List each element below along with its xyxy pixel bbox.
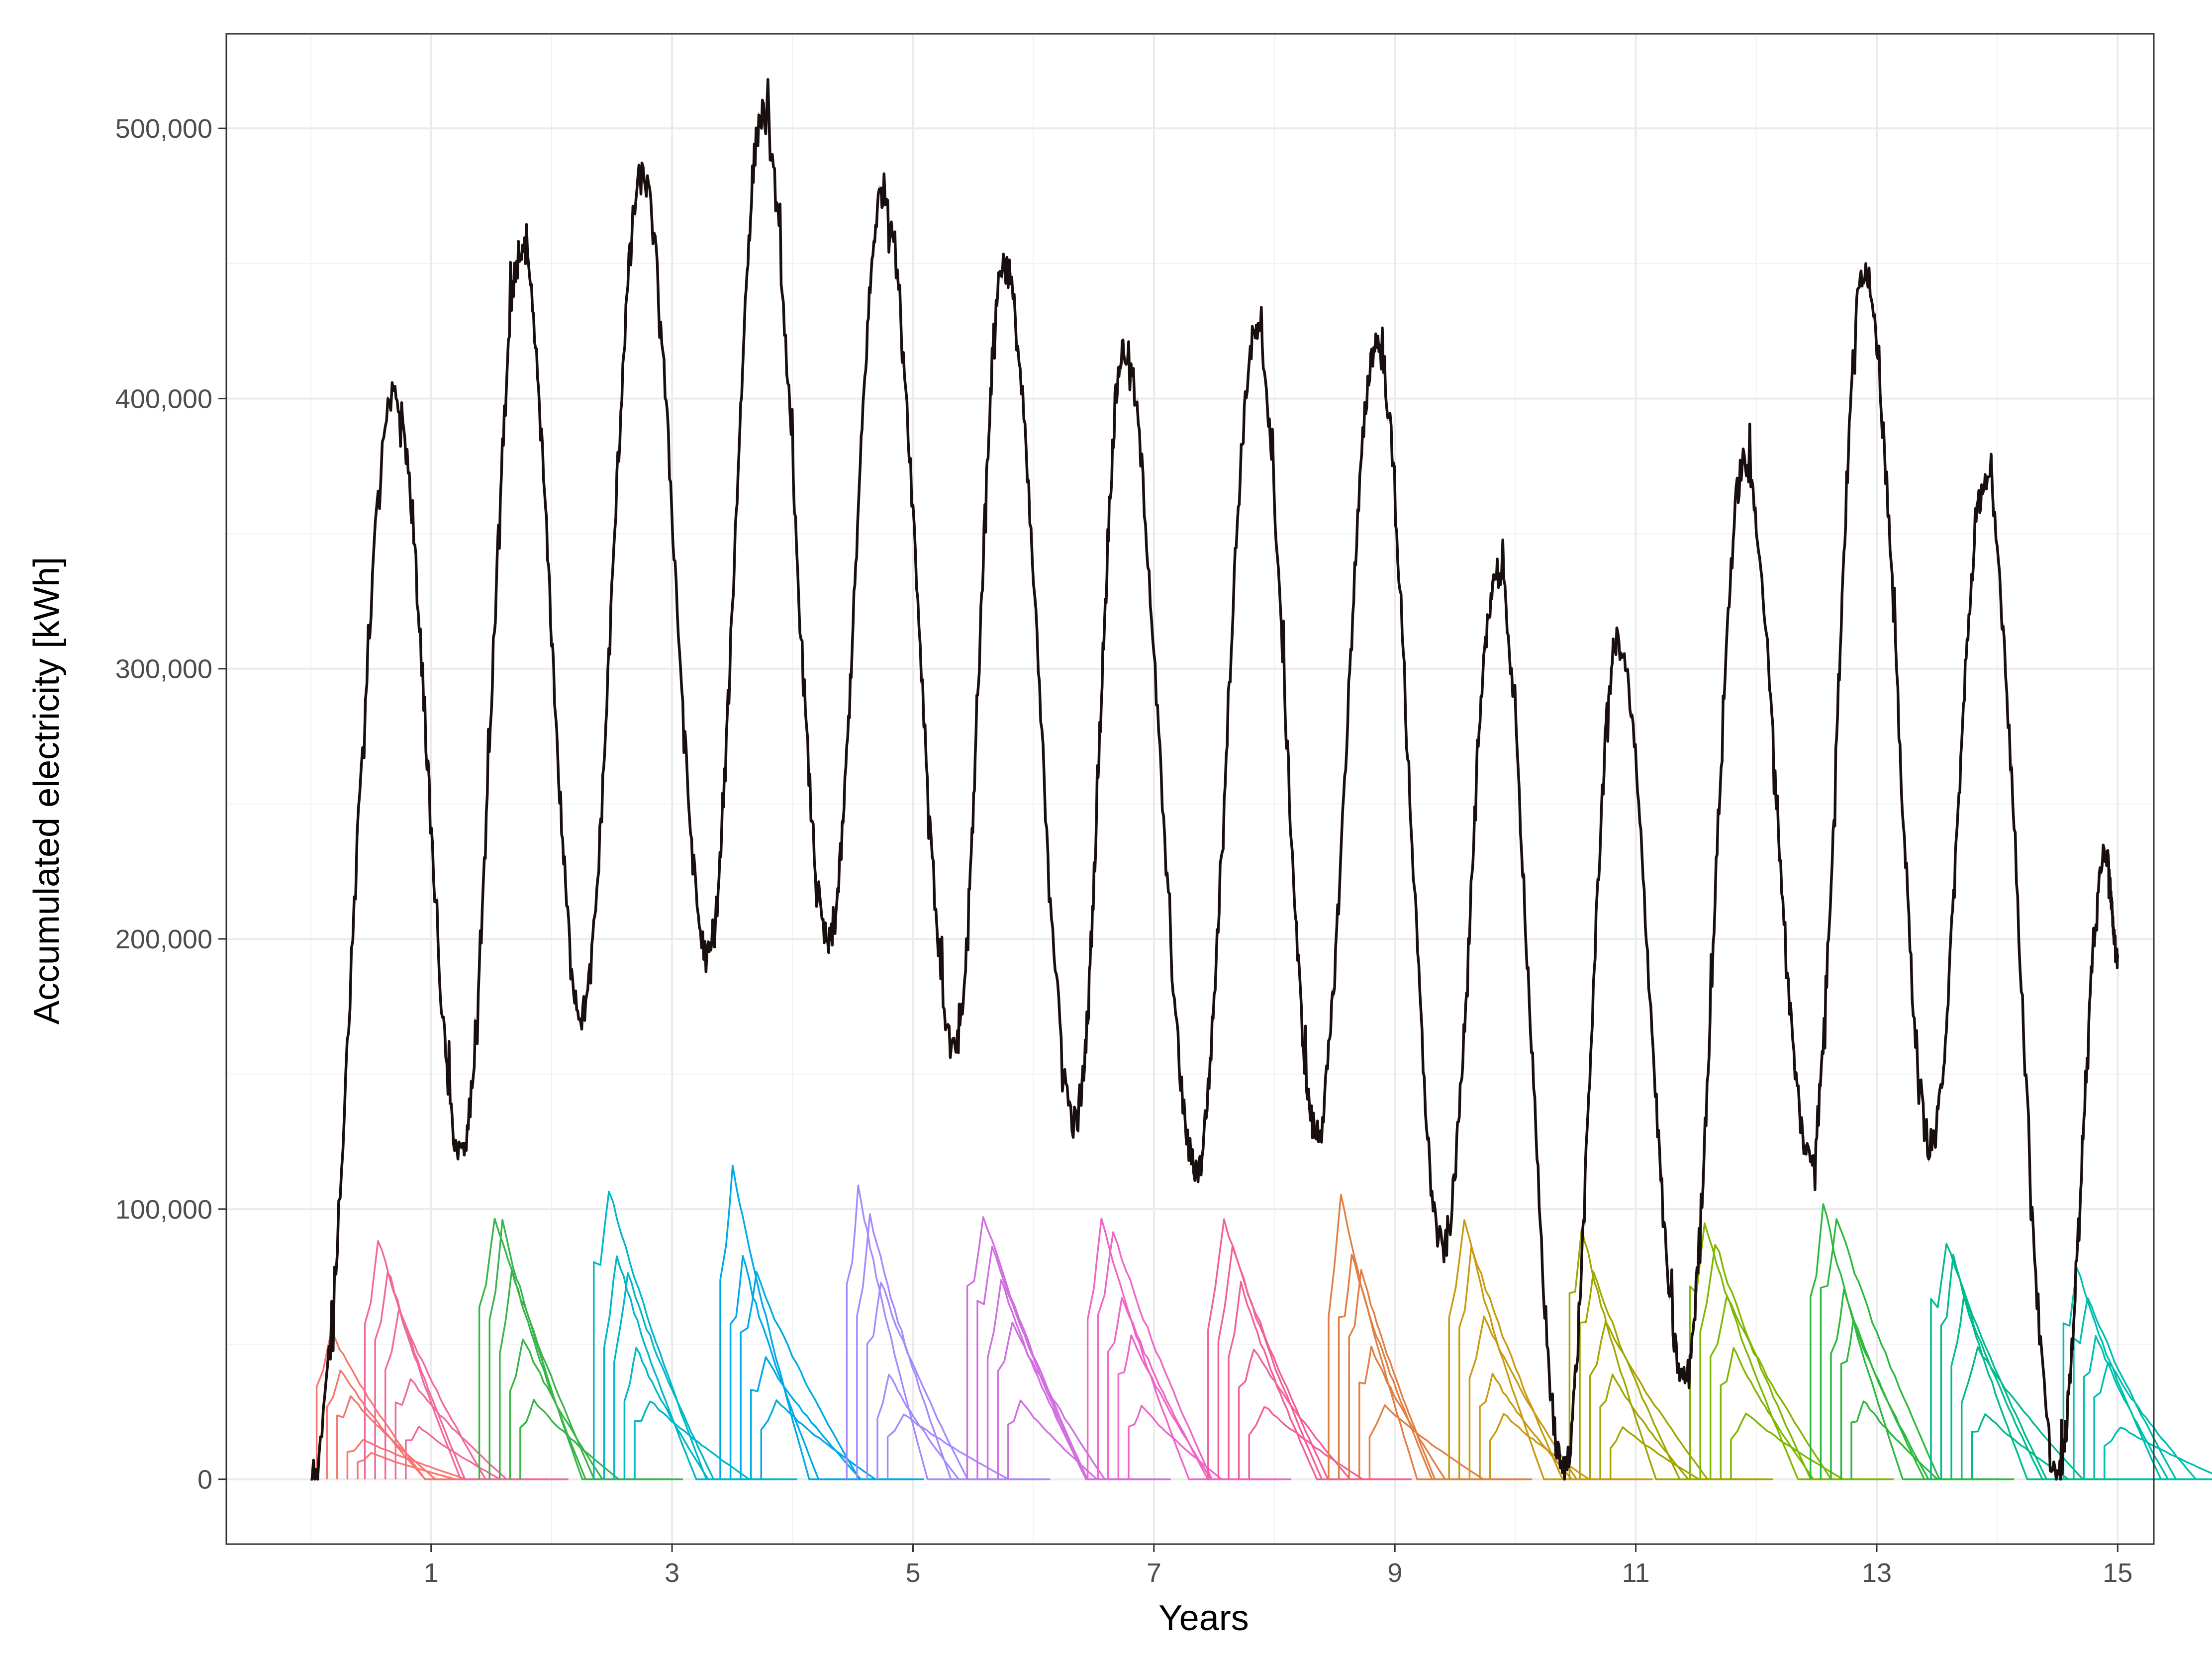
y-tick-label: 0 [197,1465,212,1495]
total-series-layer [310,78,2119,1481]
component-series-line [750,1356,914,1480]
component-series-line [2083,1335,2187,1480]
component-series-line [499,1269,663,1480]
component-series-line [719,1164,883,1480]
component-series-line [394,1378,559,1480]
y-tick-label: 300,000 [115,654,212,684]
component-series-line [729,1255,893,1480]
component-series-line [357,1452,520,1480]
component-series-line [1820,1218,1984,1480]
component-series-line [2103,1426,2212,1480]
x-tick-label: 11 [1622,1558,1650,1588]
component-series-line [1458,1246,1622,1480]
component-series-line [1930,1243,2094,1480]
component-series-line [1128,1404,1291,1480]
component-series-line [603,1255,767,1480]
component-series-line [346,1439,510,1480]
y-tick-label: 500,000 [115,114,212,144]
component-series-line [1720,1347,1884,1480]
component-series-line [986,1279,1151,1480]
component-series-line [1217,1245,1381,1480]
component-series-line [1589,1320,1753,1480]
y-tick-label: 200,000 [115,924,212,954]
component-series-line [384,1307,548,1480]
component-series-line [1358,1345,1522,1480]
component-series-line [1489,1413,1653,1480]
x-tick-label: 1 [424,1558,439,1588]
component-series-line [886,1413,1051,1480]
component-series-line [1850,1400,2015,1480]
x-axis-title: Years [1158,1598,1249,1638]
component-series-line [1248,1406,1412,1480]
component-series-line [1950,1293,2115,1480]
x-tick-label: 3 [665,1558,679,1588]
x-tick-label: 5 [905,1558,920,1588]
component-series-line [519,1398,683,1480]
x-tick-label: 15 [2103,1558,2132,1588]
component-series-line [1348,1269,1512,1480]
component-series-line [1117,1334,1281,1480]
component-series-line [1689,1222,1853,1480]
y-tick-label: 400,000 [115,384,212,414]
component-series-line [509,1338,673,1480]
component-series-line [2093,1362,2212,1480]
x-tick-label: 7 [1147,1558,1161,1588]
component-series-line [1960,1346,2118,1480]
component-series-line [2062,1267,2180,1480]
component-series-line [613,1272,777,1480]
component-series-line [1810,1203,1973,1480]
component-series-line [1709,1296,1873,1480]
component-series-line [478,1217,642,1480]
component-series-line [623,1347,787,1480]
component-series-line [966,1216,1130,1480]
y-axis-title: Accumulated electricity [kWh] [27,557,67,1024]
component-series-line [374,1271,538,1480]
component-series-line [1568,1228,1732,1480]
x-tick-label: 13 [1862,1558,1892,1588]
component-series-line [1086,1217,1250,1480]
component-series-line [2073,1297,2195,1480]
y-tick-label: 100,000 [115,1195,212,1224]
component-series-line [1328,1194,1491,1480]
component-series-line [1368,1404,1533,1480]
component-series-line [846,1184,1010,1480]
component-series-line [1940,1254,2104,1480]
x-tick-label: 9 [1387,1558,1402,1588]
component-series-line [997,1321,1161,1480]
component-series-layer [315,1164,2212,1480]
component-series-line [1207,1218,1371,1480]
component-series-line [866,1282,1030,1480]
component-series-line [592,1191,757,1480]
component-series-line [634,1400,797,1480]
plot-panel-border [225,33,2155,1545]
total-series-line [310,78,2119,1481]
component-series-line [364,1240,528,1480]
component-series-line [1699,1244,1863,1480]
component-series-line [1338,1254,1502,1480]
component-series-line [760,1399,924,1480]
component-series-line [1097,1231,1261,1480]
component-series-line [488,1218,653,1480]
